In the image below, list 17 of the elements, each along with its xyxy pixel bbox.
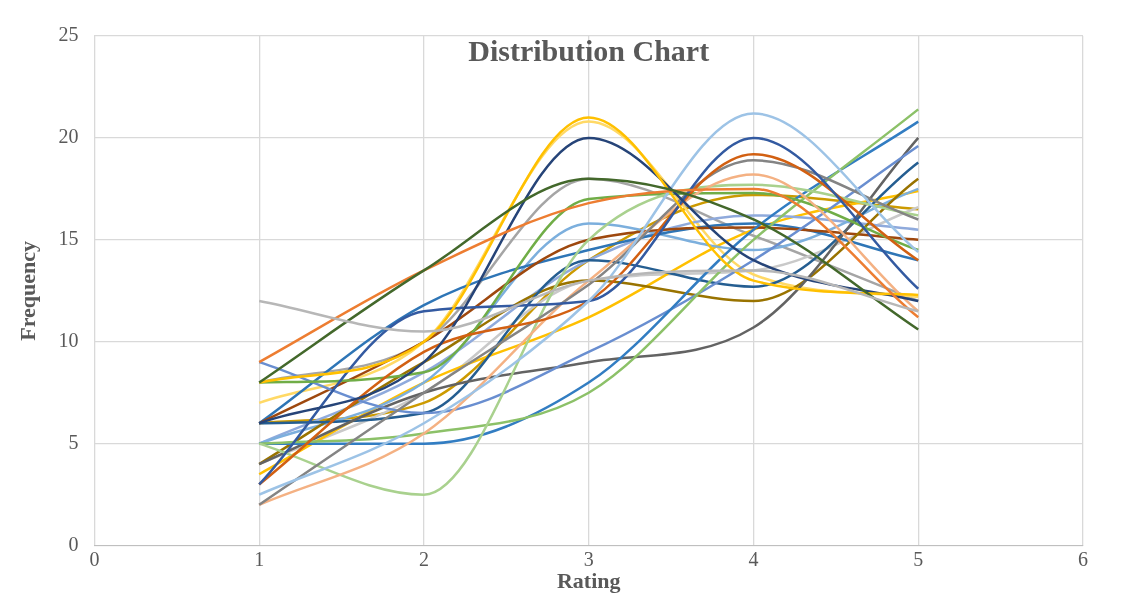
x-axis-title: Rating (556, 568, 621, 594)
x-tick-label: 1 (254, 547, 265, 570)
y-tick-label: 15 (58, 227, 79, 250)
x-tick-label: 5 (913, 547, 924, 570)
chart-title: Distribution Chart (468, 33, 710, 67)
y-tick-label: 20 (58, 125, 79, 148)
y-axis-title: Frequency (14, 240, 40, 341)
x-tick-label: 4 (748, 547, 759, 570)
x-tick-label: 2 (418, 547, 429, 570)
x-tick-label: 0 (89, 547, 100, 570)
x-tick-label: 6 (1078, 547, 1088, 570)
y-tick-label: 0 (68, 532, 79, 555)
y-tick-label: 10 (58, 329, 79, 352)
x-tick-label: 3 (583, 547, 594, 570)
y-tick-label: 25 (58, 23, 79, 46)
line-series (257, 269, 920, 333)
y-tick-label: 5 (68, 430, 79, 453)
